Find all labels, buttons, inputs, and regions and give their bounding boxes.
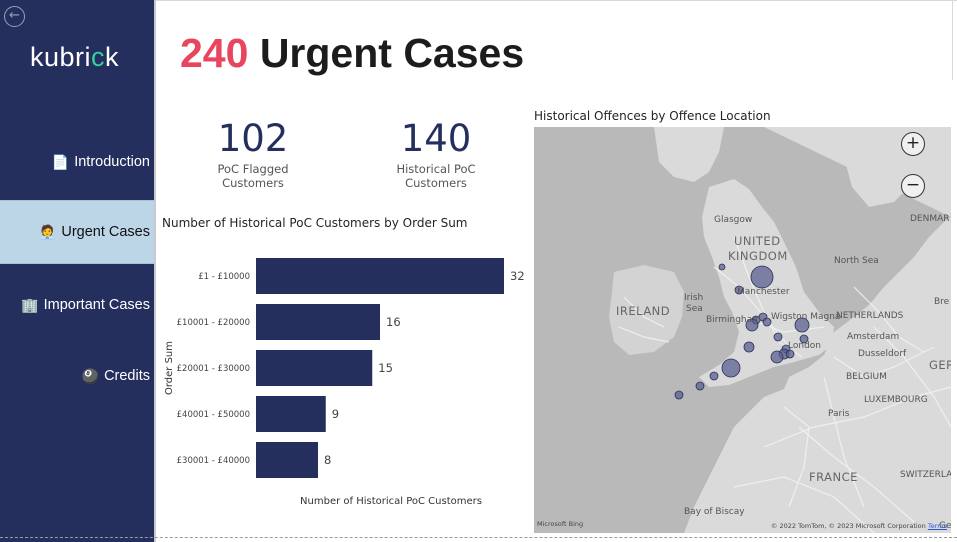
map-label-amsterdam: Amsterdam xyxy=(847,332,900,342)
right-divider xyxy=(952,0,953,80)
nav-label: Urgent Cases xyxy=(61,224,150,240)
bar[interactable] xyxy=(256,304,380,340)
map-label-belgium: BELGIUM xyxy=(846,372,887,382)
offence-bubble[interactable] xyxy=(750,265,774,289)
document-icon: 📄 xyxy=(51,153,70,170)
kubrick-logo: kubrick xyxy=(30,42,120,72)
page-title: 240 Urgent Cases xyxy=(180,30,524,77)
map-label-manchester: Manchester xyxy=(737,287,790,297)
offence-bubble[interactable] xyxy=(745,318,759,332)
map-label-glasgow: Glasgow xyxy=(714,215,753,225)
bar-value-label: 8 xyxy=(324,453,331,467)
map-label-irish-sea: Irish xyxy=(684,293,704,303)
bing-logo: Microsoft Bing xyxy=(537,520,583,528)
bar-chart: £1 - £10000 32 £10001 - £20000 16 £20001 - £… xyxy=(164,258,525,507)
offence-bubble[interactable] xyxy=(794,317,810,333)
map-label-london: London xyxy=(788,341,821,351)
offence-bubble[interactable] xyxy=(674,390,684,400)
bar[interactable] xyxy=(256,350,373,386)
page-title-text: Urgent Cases xyxy=(259,30,525,76)
map-label-birmingham: Birmingham xyxy=(706,315,761,325)
kpi-label: Historical PoC Customers xyxy=(396,162,476,190)
offence-location-map[interactable]: + − Glasgow UNITED KINGDOM North Sea DEN… xyxy=(534,127,951,533)
bar-category-label: £1 - £10000 xyxy=(198,272,250,282)
nav-introduction[interactable]: 📄 Introduction xyxy=(0,130,155,194)
nav-label: Important Cases xyxy=(43,297,150,313)
x-axis-label: Number of Historical PoC Customers xyxy=(300,496,482,507)
map-label-irish-sea-2: Sea xyxy=(686,304,703,314)
page-bottom-border xyxy=(0,537,957,538)
zoom-in-icon[interactable]: + xyxy=(901,132,925,156)
bar-category-label: £30001 - £40000 xyxy=(177,456,250,466)
map-title: Historical Offences by Offence Location xyxy=(534,109,771,123)
nav-label: Introduction xyxy=(74,154,150,170)
back-arrow-icon[interactable]: ← xyxy=(4,6,25,27)
map-label-paris: Paris xyxy=(828,409,850,419)
map-label-ireland: IRELAND xyxy=(616,304,671,318)
offence-bubble[interactable] xyxy=(709,371,719,381)
nav-urgent-cases[interactable]: 🧑‍💼 Urgent Cases xyxy=(0,200,155,264)
sidebar: ← kubrick 📄 Introduction 🧑‍💼 Urgent Case… xyxy=(0,0,155,542)
map-label-netherlands: NETHERLANDS xyxy=(836,311,904,321)
offence-bubble[interactable] xyxy=(785,349,795,359)
eight-ball-icon: 🎱 xyxy=(81,367,100,384)
nav-important-cases[interactable]: 🏢 Important Cases xyxy=(0,273,155,337)
bar-value-label: 16 xyxy=(386,315,401,329)
offence-bubble[interactable] xyxy=(762,317,772,327)
y-axis-label: Order Sum xyxy=(164,341,175,395)
top-divider xyxy=(156,0,957,1)
map-label-luxembourg: LUXEMBOURG xyxy=(864,395,928,405)
offence-bubble[interactable] xyxy=(695,381,705,391)
map-label-uk: UNITED xyxy=(734,234,781,248)
offence-bubble[interactable] xyxy=(721,358,741,378)
zoom-out-icon[interactable]: − xyxy=(901,174,925,198)
bar-value-label: 9 xyxy=(332,407,339,421)
kpi-poc-flagged: 102 PoC Flagged Customers xyxy=(190,117,316,191)
nav-label: Credits xyxy=(104,368,150,384)
bing-logo-text: Microsoft Bing xyxy=(537,520,584,528)
bar[interactable] xyxy=(256,442,318,478)
sidebar-divider xyxy=(154,0,156,542)
map-label-dusseldorf: Dusseldorf xyxy=(858,349,907,359)
attribution-text: © 2022 TomTom, © 2023 Microsoft Corporat… xyxy=(770,522,926,530)
terms-link[interactable]: Terms xyxy=(927,522,947,530)
offence-bubbles xyxy=(674,263,810,400)
map-label-bay-of-biscay: Bay of Biscay xyxy=(684,507,745,517)
bar[interactable] xyxy=(256,396,326,432)
map-label-switzerland: SWITZERLAND xyxy=(900,470,951,480)
bar-chart-title: Number of Historical PoC Customers by Or… xyxy=(162,216,468,230)
map-label-germany: GER xyxy=(929,358,951,372)
nav-credits[interactable]: 🎱 Credits xyxy=(0,344,155,408)
bar[interactable] xyxy=(256,258,504,294)
bar-category-label: £40001 - £50000 xyxy=(177,410,250,420)
bar-category-label: £10001 - £20000 xyxy=(177,318,250,328)
urgent-case-count: 240 xyxy=(180,30,249,76)
person-icon: 🧑‍💼 xyxy=(38,223,57,240)
kpi-value: 140 xyxy=(400,117,472,160)
offence-bubble[interactable] xyxy=(734,285,744,295)
offence-bubble[interactable] xyxy=(770,350,784,364)
kpi-historical-poc: 140 Historical PoC Customers xyxy=(366,117,506,191)
map-label-bremen: Bre xyxy=(934,297,950,307)
bar-category-label: £20001 - £30000 xyxy=(177,364,250,374)
map-label-wigston: Wigston Magna xyxy=(771,312,841,322)
map-label-uk-2: KINGDOM xyxy=(728,249,788,263)
map-label-ge: Ge xyxy=(939,521,951,531)
offence-bubble[interactable] xyxy=(799,334,809,344)
map-attribution: © 2022 TomTom, © 2023 Microsoft Corporat… xyxy=(771,522,947,530)
offence-bubble[interactable] xyxy=(718,263,726,271)
map-basemap xyxy=(609,127,951,533)
map-label-north-sea: North Sea xyxy=(834,256,879,266)
map-label-france: FRANCE xyxy=(809,470,858,484)
bar-value-label: 15 xyxy=(378,361,393,375)
kpi-label: PoC Flagged Customers xyxy=(217,162,289,190)
offence-bubble[interactable] xyxy=(773,332,783,342)
map-label-denmark: DENMAR xyxy=(910,214,950,224)
bar-value-label: 32 xyxy=(510,269,525,283)
building-icon: 🏢 xyxy=(21,296,39,313)
kpi-value: 102 xyxy=(217,117,289,160)
offence-bubble[interactable] xyxy=(743,341,755,353)
